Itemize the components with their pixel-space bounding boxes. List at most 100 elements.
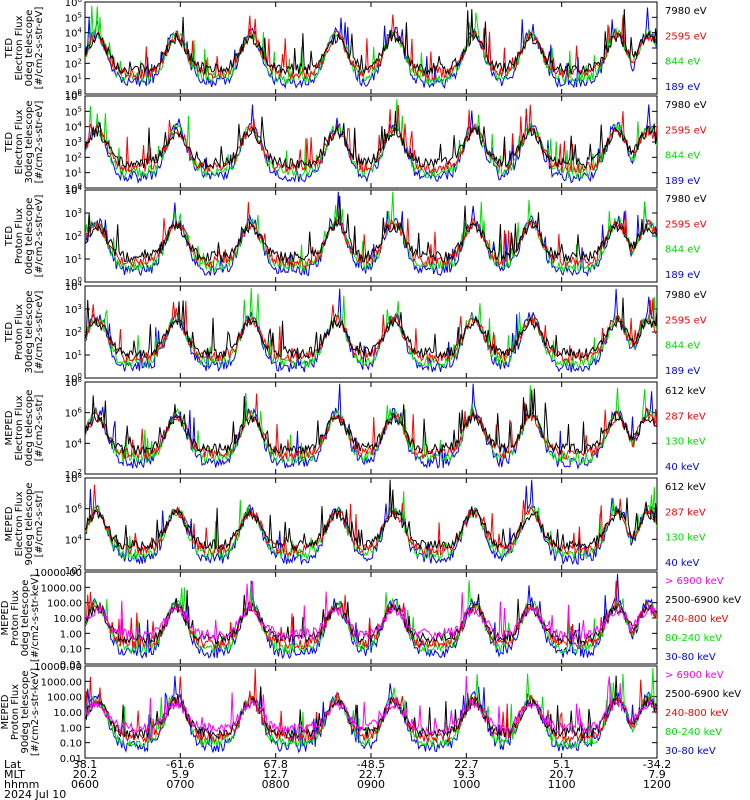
y-label-line: [#/cm2-s-str-eV] (34, 7, 45, 90)
series-trace (85, 195, 657, 263)
x-tick-hhmm: 0900 (357, 778, 385, 791)
legend-entry: 2595 eV (665, 31, 707, 42)
y-tick-label: 102 (65, 57, 82, 70)
y-tick-label: 102 (65, 230, 82, 243)
y-label-line: [#/cm2-s-str-eV] (34, 291, 45, 374)
y-axis-label: TEDProton Flux0deg telescope[#/cm2-s-str… (4, 195, 45, 278)
y-label-line: Electron Flux (14, 109, 25, 174)
y-tick-label: 101 (65, 349, 82, 362)
y-axis-label: MEPEDElectron Flux90deg telescope[#/cm2-… (4, 482, 45, 565)
y-axis-label: MEPEDProton Flux0deg telescope[#/cm2-s-s… (0, 574, 41, 662)
y-label-line: MEPED (4, 506, 15, 541)
y-label-line: MEPED (0, 600, 11, 635)
y-tick-label: 0.10 (60, 739, 82, 750)
legend-entry: 844 eV (665, 151, 700, 162)
y-tick-label: 104 (65, 280, 83, 293)
legend-entry: 30-80 keV (665, 652, 716, 663)
y-tick-label: 103 (65, 136, 82, 149)
y-tick-label: 100 (65, 372, 82, 385)
panel-2: 100 101 102 103 104 105 106 TEDElectron Flux30d… (4, 90, 707, 195)
y-label-line: [#/cm2-s-str-keV] (30, 574, 41, 662)
legend-entry: > 6900 keV (665, 670, 724, 681)
series-trace (85, 385, 657, 465)
x-tick-hhmm: 0700 (166, 778, 194, 791)
legend-entry: 130 keV (665, 437, 706, 448)
y-label-line: [#/cm2-s-str-eV] (34, 101, 45, 184)
series-trace (85, 388, 657, 457)
x-date-label: 2024 Jul 10 (4, 788, 66, 800)
y-label-line: Electron Flux (14, 491, 25, 556)
y-label-line: Proton Flux (10, 684, 21, 740)
y-tick-label: 0.01 (60, 660, 82, 671)
panel-6: 102 104 106 108 MEPEDElectron Flux90deg tele… (4, 472, 706, 577)
y-axis-label: MEPEDElectron Flux0deg telescope[#/cm2-s… (4, 390, 45, 467)
trace-group (85, 287, 657, 373)
legend-entry: 7980 eV (665, 100, 707, 111)
y-tick-label: 102 (65, 151, 82, 164)
series-trace (85, 581, 657, 641)
panel-8: 0.010.101.0010.00100.001000.0010000.00ME… (0, 662, 741, 765)
y-tick-label: 104 (65, 437, 83, 450)
x-tick-hhmm: 1200 (643, 778, 671, 791)
x-tick-mlt: 20.7 (549, 768, 574, 781)
legend-entry: 189 eV (665, 270, 700, 281)
legend-entry: 7980 eV (665, 194, 707, 205)
y-label-line: [#/cm2-s-str-eV] (34, 195, 45, 278)
y-tick-label: 1000.00 (41, 583, 82, 594)
legend-entry: 189 eV (665, 82, 700, 93)
panel-7: 0.010.101.0010.00100.001000.0010000.00ME… (0, 568, 741, 671)
y-label-line: Proton Flux (10, 590, 21, 646)
series-trace (85, 668, 657, 745)
y-tick-label: 1.00 (60, 723, 82, 734)
trace-group (85, 573, 657, 660)
x-tick-hhmm: 0800 (262, 778, 290, 791)
x-tick-mlt: 5.9 (172, 768, 190, 781)
y-tick-label: 108 (65, 376, 82, 389)
y-tick-label: 10.00 (53, 708, 82, 719)
legend-entry: 844 eV (665, 245, 700, 256)
series-trace (85, 104, 657, 174)
y-tick-label: 104 (65, 184, 83, 197)
series-trace (85, 383, 657, 471)
y-tick-label: 101 (65, 253, 82, 266)
x-row-label-lat: Lat (4, 758, 22, 771)
x-tick-hhmm: 1100 (548, 778, 576, 791)
y-label-line: TED (4, 226, 15, 247)
legend-entry: 130 keV (665, 533, 706, 544)
y-tick-label: 100.00 (47, 599, 82, 610)
y-axis-label: TEDElectron Flux30deg telescope[#/cm2-s-… (4, 100, 45, 183)
x-tick-hhmm: 1000 (452, 778, 480, 791)
x-tick-mlt: 9.3 (458, 768, 476, 781)
y-label-line: Electron Flux (14, 15, 25, 80)
x-tick-lat: 67.8 (263, 758, 288, 771)
y-tick-label: 103 (65, 303, 82, 316)
y-tick-label: 106 (65, 407, 83, 420)
legend-entry: > 6900 keV (665, 576, 724, 587)
legend-entry: 30-80 keV (665, 746, 716, 757)
legend-entry: 7980 eV (665, 6, 707, 17)
legend-entry: 7980 eV (665, 290, 707, 301)
legend-entry: 612 keV (665, 386, 706, 397)
y-axis-label: MEPEDProton Flux90deg telescope[#/cm2-s-… (0, 668, 41, 756)
y-tick-label: 104 (65, 121, 83, 134)
y-label-line: [#/cm2-s-str] (34, 394, 45, 461)
x-tick-lat: -34.2 (643, 758, 671, 771)
y-label-line: TED (4, 322, 15, 343)
series-trace (85, 110, 657, 170)
y-tick-label: 105 (65, 11, 82, 24)
trace-group (85, 479, 657, 566)
x-tick-mlt: 22.7 (359, 768, 384, 781)
legend-entry: 844 eV (665, 57, 700, 68)
panel-3: 100 101 102 103 104 TEDProton Flux0deg telesc… (4, 184, 707, 289)
y-tick-label: 102 (65, 564, 82, 577)
x-tick-hhmm: 0600 (71, 778, 99, 791)
y-tick-label: 106 (65, 90, 83, 103)
legend-entry: 2595 eV (665, 219, 707, 230)
legend-entry: 2500-6900 keV (665, 689, 741, 700)
legend-entry: 2500-6900 keV (665, 595, 741, 606)
legend-entry: 2595 eV (665, 315, 707, 326)
legend-entry: 844 eV (665, 341, 700, 352)
legend-entry: 80-240 keV (665, 633, 722, 644)
y-tick-label: 10000.00 (34, 568, 82, 579)
